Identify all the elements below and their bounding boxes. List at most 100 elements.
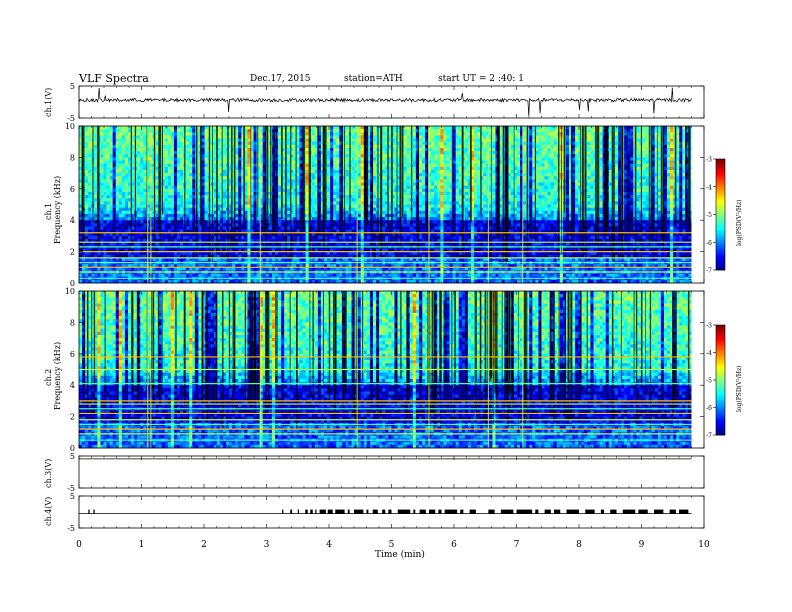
ch2-spectrogram-ytick-label: 2 <box>70 413 75 422</box>
ch1-heatmap <box>79 126 704 284</box>
ch4-pulse <box>310 509 313 514</box>
ch1-spectrogram-ylabel-channel: ch.1 <box>44 203 53 220</box>
ch4-pulse <box>297 509 299 514</box>
colorbar2-tick-label: -5 <box>706 378 712 385</box>
ch1-spectrogram-ytick-label: 10 <box>65 122 75 131</box>
ch4-pulse <box>413 509 416 514</box>
ch2-spectrogram-ylabel-channel: ch.2 <box>44 369 53 386</box>
chart-title: VLF Spectra <box>79 72 149 85</box>
colorbar2-tick-label: -4 <box>706 350 712 357</box>
xtick-label: 0 <box>76 540 82 550</box>
ch4-pulse <box>516 509 533 514</box>
ch1-voltage-ytick-label: -5 <box>67 114 75 123</box>
ch2-empty-area <box>691 291 704 448</box>
ch4-pulse <box>488 509 495 514</box>
ch2-spectrogram-ylabel-freq: Frequency (kHz) <box>53 342 62 410</box>
ch2-heatmap <box>79 291 704 449</box>
colorbar1-tick-label: -3 <box>706 157 712 164</box>
ch4-voltage-ylabel: ch.4(V) <box>44 497 53 526</box>
ch4-pulse <box>319 509 326 514</box>
ch4-pulse <box>366 509 369 514</box>
ch1-spectrogram-ytick-label: 2 <box>70 248 75 257</box>
xtick-label: 8 <box>576 540 582 550</box>
colorbar2-tick-label: -3 <box>706 323 712 330</box>
ch2-spectrogram-ytick-label: 6 <box>70 350 75 359</box>
ch4-pulse <box>93 509 95 514</box>
ch4-pulse <box>290 509 293 514</box>
colorbar1-tick-label: -7 <box>706 268 712 275</box>
ch3-voltage-ylabel: ch.3(V) <box>44 459 53 488</box>
ch4-pulse <box>88 509 90 514</box>
ch1-spectrogram-ytick-label: 6 <box>70 185 75 194</box>
ch4-pulse <box>469 509 476 514</box>
xtick-label: 10 <box>698 540 710 550</box>
ch4-pulse <box>669 509 676 514</box>
xtick-label: 4 <box>326 540 332 550</box>
ch4-pulse <box>282 509 284 514</box>
xtick-label: 7 <box>514 540 520 550</box>
ch1-spectrogram-ylabel-freq: Frequency (kHz) <box>53 176 62 244</box>
ch1-voltage-trace <box>78 87 692 117</box>
colorbar1-label: log(PSD(V²/Hz) <box>736 199 743 246</box>
ch1-voltage-ytick-label: 5 <box>70 82 75 91</box>
colorbar2-tick-label: -7 <box>706 433 712 440</box>
station-label: station=ATH <box>344 74 403 84</box>
ch4-pulse <box>654 509 664 514</box>
ch4-pulse <box>585 509 595 514</box>
ch4-pulse <box>419 509 426 514</box>
ch1-spectrogram-ytick-label: 4 <box>70 216 75 225</box>
ch2-spectrogram-ytick-label: 4 <box>70 381 75 390</box>
ch4-pulse <box>335 509 345 514</box>
ch4-pulse <box>315 509 317 514</box>
ch4-pulse <box>535 509 539 514</box>
ch4-pulse <box>544 509 551 514</box>
ch1-empty-area <box>691 126 704 283</box>
xtick-label: 6 <box>451 540 457 550</box>
ch3-voltage-ytick-label: -5 <box>67 484 75 493</box>
ch4-pulse <box>622 509 636 514</box>
ch3-voltage-ytick-label: 5 <box>70 452 75 461</box>
colorbar2-label: log(PSD(V²/Hz) <box>736 365 743 412</box>
xtick-label: 5 <box>389 540 395 550</box>
ch4-pulse <box>388 509 392 514</box>
ch4-pulse <box>610 509 617 514</box>
ch4-pulse <box>460 509 464 514</box>
xtick-label: 9 <box>639 540 645 550</box>
ch4-pulse <box>638 509 648 514</box>
ch4-pulse <box>444 509 458 514</box>
ch4-pulse <box>566 509 579 514</box>
colorbar1-tick-label: -6 <box>706 240 712 247</box>
ch4-pulse <box>429 509 436 514</box>
ch1-spectrogram-ytick-label: 8 <box>70 153 75 162</box>
x-axis-label: Time (min) <box>375 550 425 560</box>
ch4-pulse <box>327 509 333 514</box>
ch4-pulse <box>347 509 350 514</box>
ch2-spectrogram-ytick-label: 8 <box>70 318 75 327</box>
ch4-pulse <box>397 509 411 514</box>
colorbar1-tick-label: -5 <box>706 212 712 219</box>
ch2-spectrogram-ytick-label: 0 <box>70 444 75 453</box>
ch4-pulse <box>382 509 386 514</box>
ch4-pulse <box>554 509 561 514</box>
ch4-voltage-ytick-label: -5 <box>67 524 75 533</box>
ch3-voltage-frame <box>78 455 705 489</box>
ch4-pulse <box>354 509 364 514</box>
xtick-label: 1 <box>139 540 145 550</box>
ch4-pulse <box>600 509 604 514</box>
start-time-label: start UT = 2 :40: 1 <box>438 74 524 84</box>
ch4-pulse <box>372 509 378 514</box>
colorbar1-tick-label: -4 <box>706 184 712 191</box>
ch4-pulse <box>305 509 308 514</box>
xtick-label: 3 <box>264 540 270 550</box>
ch1-voltage-ylabel: ch.1(V) <box>44 88 53 117</box>
ch1-voltage-frame <box>78 85 705 119</box>
xtick-label: 2 <box>201 540 207 550</box>
ch4-pulse <box>500 509 514 514</box>
date-label: Dec.17, 2015 <box>250 74 311 84</box>
colorbar2-tick-label: -6 <box>706 405 712 412</box>
ch1-spectrogram-ytick-label: 0 <box>70 279 75 288</box>
ch4-voltage-ytick-label: 5 <box>70 492 75 501</box>
ch4-pulse <box>438 509 442 514</box>
ch4-pulse <box>679 509 689 514</box>
